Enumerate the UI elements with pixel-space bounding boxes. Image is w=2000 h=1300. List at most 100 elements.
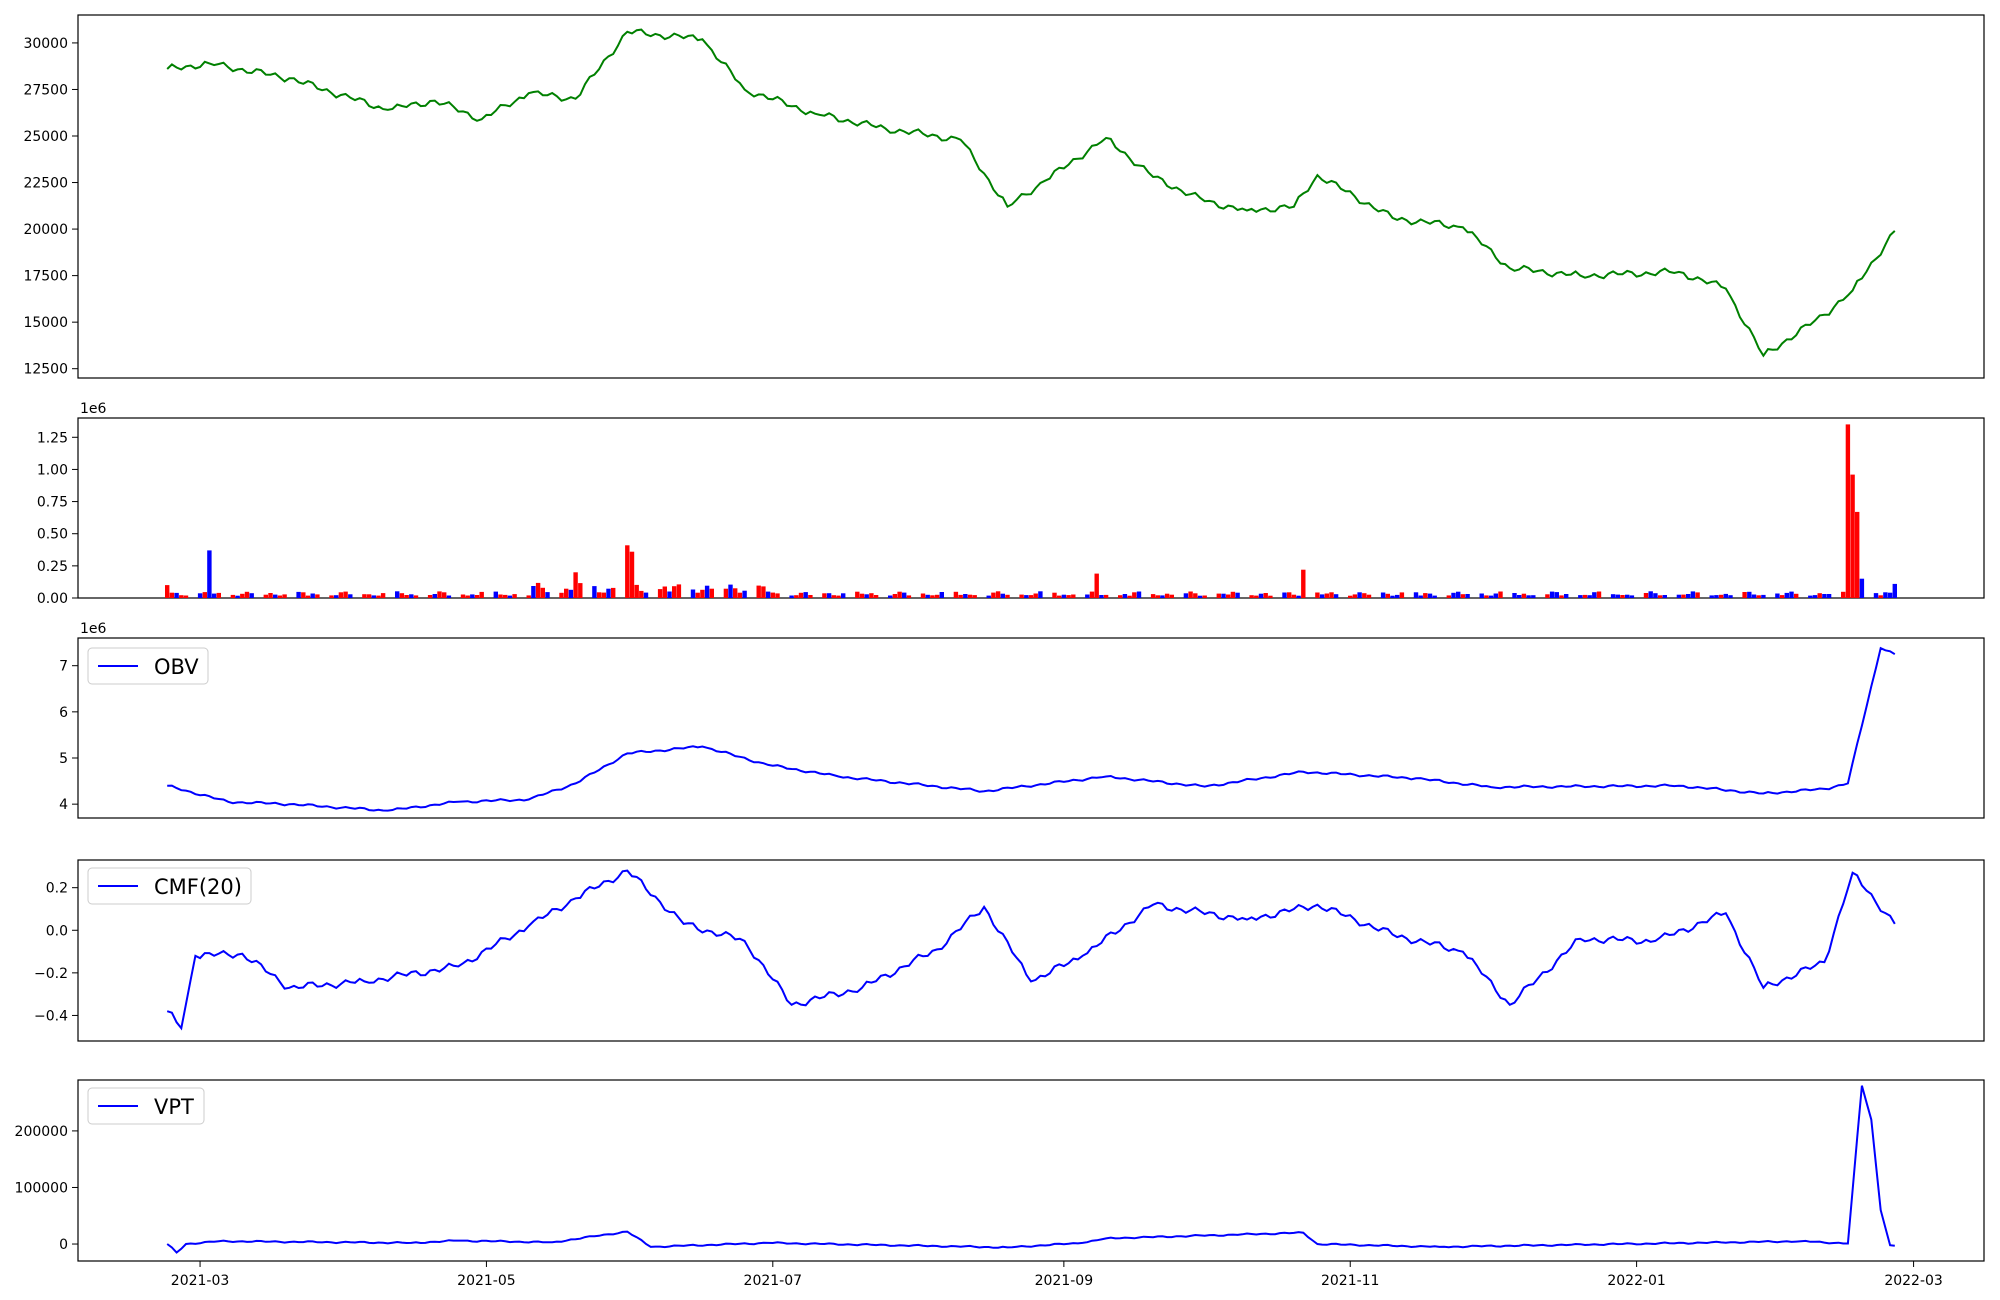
volume-bar (1629, 595, 1635, 598)
vpt-legend-box (87, 1087, 205, 1125)
volume-bar (1071, 594, 1076, 598)
volume-bar (1521, 593, 1527, 598)
volume-bar (1024, 595, 1029, 598)
volume-bar (1488, 595, 1494, 598)
volume-bar (1287, 592, 1292, 598)
volume-bar (165, 585, 170, 598)
volume-bar (1221, 593, 1226, 598)
volume-bar (826, 593, 832, 598)
volume-offset-label: 1e6 (80, 401, 107, 417)
price-line (166, 28, 1896, 358)
volume-bar (1380, 592, 1386, 598)
volume-bar (1000, 593, 1005, 598)
volume-bar (934, 594, 940, 598)
volume-bar (1127, 595, 1132, 598)
y-tick-label: 0.25 (37, 559, 68, 575)
volume-bar (1718, 594, 1724, 598)
volume-bar (676, 584, 682, 598)
volume-bar (700, 589, 705, 598)
volume-bar (1578, 595, 1583, 598)
volume-bar (1193, 593, 1198, 598)
volume-bar (376, 595, 381, 598)
volume-bar (789, 595, 794, 598)
volume-bar (578, 583, 583, 598)
volume-bar (442, 592, 447, 598)
cmf-panel: −0.4 −0.2 0.0 0.2 CMF(20) (34, 859, 1985, 1042)
volume-bar (643, 592, 649, 598)
volume-bar (249, 593, 254, 598)
volume-bar (1385, 593, 1390, 598)
y-tick-label: 20000 (23, 222, 68, 238)
volume-bar (479, 591, 484, 598)
obv-yaxis: 4 5 6 7 (59, 659, 78, 813)
volume-bar (892, 594, 898, 598)
volume-bar (775, 593, 780, 598)
volume-bar (1620, 595, 1625, 598)
volume-bar (366, 594, 372, 598)
volume-bar (1301, 569, 1306, 598)
volume-bar (1446, 595, 1451, 598)
volume-bar (1883, 592, 1888, 598)
volume-yaxis: 0.00 0.25 0.50 0.75 1.00 1.25 (37, 430, 78, 607)
volume-bar (240, 593, 245, 598)
vpt-legend-label: VPT (154, 1095, 194, 1119)
volume-bar (1817, 593, 1822, 598)
volume-bar (596, 592, 602, 598)
price-panel: 12500 15000 17500 20000 22500 25000 27500 30000 (23, 14, 1985, 379)
volume-bar (1855, 511, 1860, 598)
volume-bar (1249, 595, 1254, 598)
volume-bar (1418, 595, 1423, 598)
volume-bar (704, 585, 710, 598)
volume-bar (1789, 591, 1794, 598)
y-tick-label: 4 (59, 797, 68, 813)
volume-bar (395, 591, 400, 598)
volume-bar (808, 595, 813, 598)
obv-panel-frame (77, 637, 1985, 819)
volume-bar (329, 595, 334, 598)
volume-bar (690, 589, 696, 598)
volume-bar (296, 591, 301, 598)
volume-bar (263, 594, 268, 598)
volume-bar (606, 588, 611, 598)
volume-bar (211, 593, 217, 598)
volume-bar (1183, 593, 1189, 598)
volume-bar (1460, 594, 1466, 598)
volume-bar (1197, 595, 1203, 598)
volume-bar (1366, 594, 1372, 598)
volume-bar (1395, 594, 1400, 598)
y-tick-label: 22500 (23, 176, 68, 192)
volume-bar (1845, 424, 1851, 598)
volume-bar (334, 595, 339, 598)
y-tick-label: 25000 (23, 129, 68, 145)
volume-bar (1319, 594, 1325, 598)
vpt-line (166, 1085, 1895, 1254)
volume-bar (958, 594, 963, 598)
volume-bar (639, 590, 644, 598)
volume-bar (380, 593, 386, 598)
volume-bar (629, 551, 635, 598)
volume-bar (568, 589, 574, 598)
volume-bar (1779, 595, 1785, 598)
volume-bar (592, 586, 597, 598)
volume-bar (1648, 591, 1653, 598)
volume-bar (925, 594, 930, 598)
volume-bar (498, 594, 503, 598)
x-tick-label: 2021-11 (1321, 1273, 1380, 1289)
y-tick-label: 1.25 (37, 430, 68, 446)
volume-bar (526, 595, 531, 598)
volume-bar (1545, 594, 1550, 598)
volume-bar (1456, 591, 1461, 598)
volume-bar (1794, 593, 1799, 598)
volume-bar (310, 593, 315, 598)
volume-bar (728, 584, 733, 598)
y-tick-label: −0.4 (34, 1008, 68, 1024)
y-tick-label: 0.00 (37, 591, 68, 607)
volume-bar (855, 591, 860, 598)
volume-bar (1751, 594, 1757, 598)
volume-bar (427, 595, 433, 598)
y-tick-label: 0.50 (37, 527, 68, 543)
y-tick-label: 7 (59, 659, 68, 675)
volume-bar (1066, 595, 1071, 598)
volume-bar (1028, 595, 1034, 598)
